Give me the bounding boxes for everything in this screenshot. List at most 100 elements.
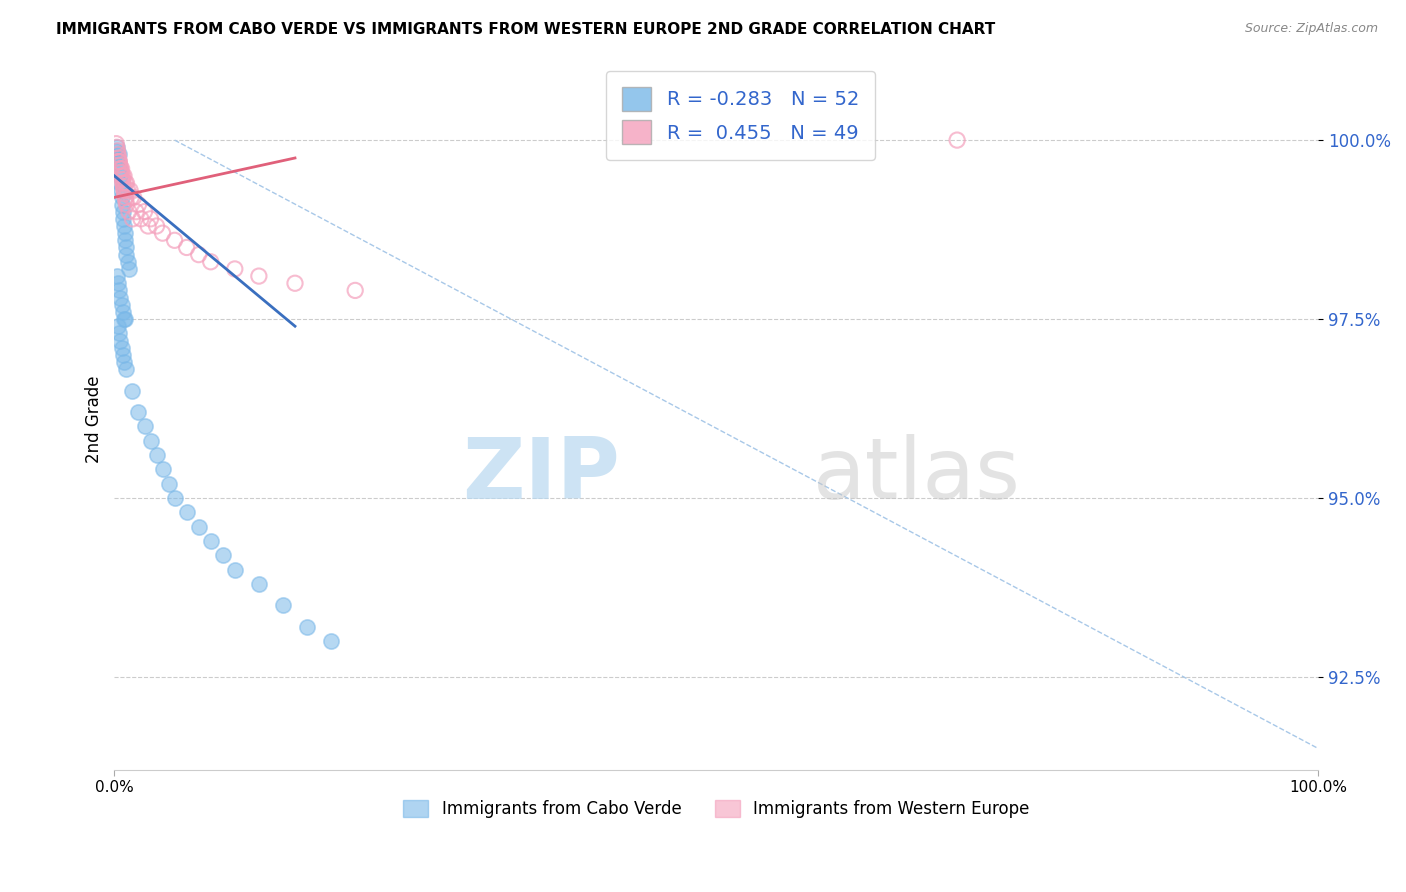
Point bbox=[114, 190, 136, 204]
Point bbox=[118, 204, 141, 219]
Point bbox=[111, 341, 134, 355]
Point bbox=[108, 154, 131, 169]
Point bbox=[108, 154, 131, 169]
Point bbox=[200, 254, 222, 268]
Point bbox=[107, 154, 129, 169]
Point bbox=[247, 269, 270, 284]
Point bbox=[112, 169, 135, 183]
Point bbox=[120, 190, 142, 204]
Point bbox=[115, 247, 138, 261]
Legend: Immigrants from Cabo Verde, Immigrants from Western Europe: Immigrants from Cabo Verde, Immigrants f… bbox=[396, 793, 1036, 825]
Point bbox=[271, 599, 294, 613]
Point bbox=[152, 226, 174, 240]
Point bbox=[112, 355, 135, 369]
Point bbox=[145, 219, 167, 233]
Point bbox=[112, 179, 135, 194]
Point bbox=[247, 577, 270, 591]
Text: ZIP: ZIP bbox=[463, 434, 620, 516]
Point bbox=[125, 204, 148, 219]
Point bbox=[127, 197, 149, 211]
Point bbox=[115, 176, 138, 190]
Point bbox=[110, 291, 132, 305]
Point bbox=[139, 434, 162, 448]
Point bbox=[111, 176, 134, 190]
Point bbox=[111, 305, 134, 319]
Point bbox=[319, 634, 342, 648]
Point bbox=[946, 133, 969, 147]
Point bbox=[120, 183, 142, 197]
Point bbox=[111, 169, 134, 183]
Point bbox=[127, 405, 149, 419]
Point bbox=[110, 183, 132, 197]
Point bbox=[114, 233, 136, 247]
Y-axis label: 2nd Grade: 2nd Grade bbox=[86, 376, 103, 463]
Point bbox=[145, 448, 167, 462]
Point bbox=[110, 176, 132, 190]
Point bbox=[163, 233, 186, 247]
Point bbox=[107, 140, 129, 154]
Point bbox=[115, 240, 138, 254]
Point bbox=[111, 298, 134, 312]
Point bbox=[139, 211, 162, 226]
Point bbox=[344, 284, 367, 298]
Point bbox=[284, 277, 307, 291]
Point bbox=[112, 211, 135, 226]
Point bbox=[105, 151, 128, 165]
Point bbox=[115, 197, 138, 211]
Point bbox=[114, 176, 136, 190]
Point bbox=[110, 165, 132, 179]
Point bbox=[112, 312, 135, 326]
Point bbox=[224, 563, 246, 577]
Point bbox=[105, 136, 128, 151]
Point bbox=[115, 194, 138, 208]
Text: IMMIGRANTS FROM CABO VERDE VS IMMIGRANTS FROM WESTERN EUROPE 2ND GRADE CORRELATI: IMMIGRANTS FROM CABO VERDE VS IMMIGRANTS… bbox=[56, 22, 995, 37]
Point bbox=[110, 161, 132, 176]
Point bbox=[111, 348, 134, 362]
Point bbox=[295, 620, 318, 634]
Point bbox=[187, 519, 209, 533]
Point bbox=[110, 161, 132, 176]
Point bbox=[105, 140, 128, 154]
Point bbox=[108, 169, 131, 183]
Point bbox=[121, 211, 143, 226]
Point bbox=[200, 533, 222, 548]
Point bbox=[111, 161, 134, 176]
Point bbox=[107, 151, 129, 165]
Point bbox=[152, 462, 174, 476]
Point bbox=[134, 419, 156, 434]
Point bbox=[129, 211, 152, 226]
Point bbox=[111, 204, 134, 219]
Point bbox=[105, 144, 128, 158]
Point bbox=[114, 186, 136, 201]
Point bbox=[136, 219, 159, 233]
Text: Source: ZipAtlas.com: Source: ZipAtlas.com bbox=[1244, 22, 1378, 36]
Point bbox=[108, 326, 131, 341]
Point bbox=[114, 312, 136, 326]
Point bbox=[105, 269, 128, 284]
Point bbox=[187, 247, 209, 261]
Point bbox=[115, 362, 138, 376]
Point bbox=[134, 204, 156, 219]
Point bbox=[111, 190, 134, 204]
Point bbox=[111, 172, 134, 186]
Point bbox=[112, 219, 135, 233]
Point bbox=[107, 147, 129, 161]
Point bbox=[163, 491, 186, 505]
Point bbox=[176, 505, 198, 519]
Point bbox=[117, 254, 139, 268]
Point bbox=[211, 548, 233, 562]
Point bbox=[108, 158, 131, 172]
Point bbox=[176, 240, 198, 254]
Point bbox=[107, 277, 129, 291]
Text: atlas: atlas bbox=[813, 434, 1021, 516]
Point bbox=[118, 262, 141, 277]
Point bbox=[157, 476, 180, 491]
Point bbox=[122, 190, 145, 204]
Point bbox=[108, 284, 131, 298]
Point bbox=[112, 183, 135, 197]
Point bbox=[107, 154, 129, 169]
Point bbox=[111, 197, 134, 211]
Point bbox=[111, 169, 134, 183]
Point bbox=[107, 144, 129, 158]
Point bbox=[117, 183, 139, 197]
